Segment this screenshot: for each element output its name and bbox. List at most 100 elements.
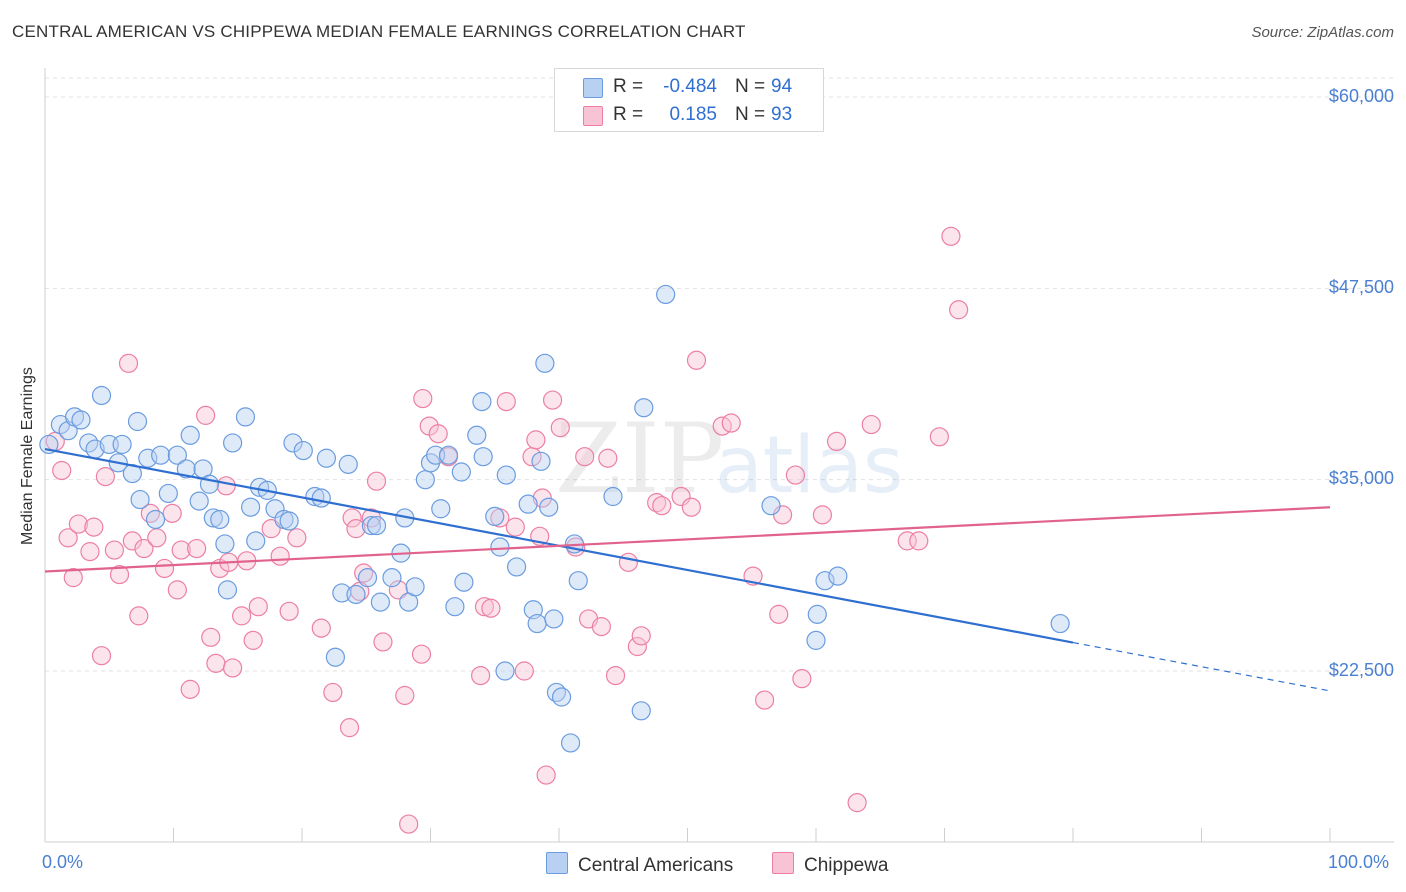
bottom-legend-swatch-pink: [772, 852, 794, 874]
central-american-point: [438, 445, 459, 465]
central-american-point: [815, 571, 835, 591]
central-american-point: [473, 447, 493, 467]
central-american-point: [431, 499, 451, 519]
chippewa-point: [171, 540, 191, 560]
central-american-point: [293, 440, 313, 461]
chippewa-point: [129, 606, 149, 626]
central-american-point: [130, 489, 150, 510]
bottom-legend-swatch-blue: [546, 852, 568, 874]
chippewa-point: [248, 597, 268, 617]
chippewa-point: [428, 424, 448, 444]
chippewa-point: [681, 497, 701, 517]
chippewa-point: [201, 627, 221, 647]
chippewa-point: [631, 626, 651, 646]
central-american-point: [127, 411, 148, 432]
y-axis-title: Median Female Earnings: [19, 367, 36, 545]
central-american-point: [761, 496, 781, 516]
chippewa-point: [104, 540, 124, 560]
chippewa-point: [754, 690, 775, 710]
chippewa-point: [550, 418, 570, 438]
chippewa-point: [861, 414, 881, 435]
legend-n-value: 93: [771, 104, 793, 125]
central-american-point: [180, 425, 200, 445]
chippewa-point: [118, 353, 139, 373]
central-american-point: [490, 537, 510, 557]
chippewa-point: [339, 718, 360, 738]
central-american-point: [506, 557, 527, 577]
chippewa-point: [514, 661, 534, 681]
chippewa-point: [68, 514, 89, 534]
chippewa-point: [366, 471, 387, 491]
central-american-point: [311, 488, 331, 508]
chippewa-point: [223, 658, 243, 678]
source-credit: Source: ZipAtlas.com: [1251, 24, 1394, 41]
chippewa-point: [909, 531, 929, 551]
chippewa-point: [162, 503, 182, 523]
chippewa-point: [627, 636, 647, 657]
chippewa-point: [721, 413, 741, 433]
chippewa-point: [180, 679, 200, 699]
x-min-label: 0.0%: [42, 852, 84, 872]
chippewa-point: [63, 568, 83, 588]
chippewa-point: [542, 390, 563, 410]
chippewa-point: [897, 531, 917, 551]
chippewa-point: [287, 528, 307, 548]
chippewa-point: [618, 552, 638, 572]
central-american-point: [366, 515, 387, 536]
chippewa-point: [323, 682, 343, 703]
chippewa-point: [109, 564, 130, 585]
chippewa-point: [52, 460, 72, 481]
chippewa-point: [167, 580, 187, 600]
central-american-point: [544, 609, 564, 629]
chippewa-point: [395, 685, 415, 706]
correlation-legend: R = -0.484 N = 94 R = 0.185 N = 93: [554, 68, 824, 132]
chippewa-point: [122, 531, 142, 551]
central-american-point: [472, 392, 492, 412]
chippewa-point: [134, 538, 154, 559]
chippewa-point: [216, 476, 236, 496]
central-american-point: [828, 566, 848, 586]
chippewa-point: [847, 793, 867, 813]
x-max-label: 100.0%: [1328, 852, 1390, 872]
chippewa-point: [399, 814, 419, 834]
bottom-legend-chippewa: Chippewa: [772, 852, 889, 877]
central-american-point: [631, 701, 651, 721]
chippewa-point: [388, 580, 408, 600]
chippewa-point: [591, 617, 612, 637]
central-american-point: [316, 448, 337, 468]
chippewa-point: [575, 447, 595, 467]
chippewa-trend-line: [44, 506, 1331, 573]
central-american-point: [370, 592, 390, 612]
chippewa-point: [785, 465, 806, 485]
central-american-point: [656, 284, 676, 305]
legend-n-label: N =: [735, 76, 766, 97]
chippewa-point: [496, 392, 516, 412]
chippewa-point: [471, 665, 491, 686]
chippewa-point: [196, 405, 216, 425]
central-american-point: [357, 568, 378, 588]
chippewa-point: [311, 618, 331, 638]
central-american-point: [325, 647, 346, 667]
chippewa-point: [187, 538, 207, 559]
legend-n-label: N =: [735, 104, 766, 125]
chart-title: CENTRAL AMERICAN VS CHIPPEWA MEDIAN FEMA…: [12, 22, 746, 41]
chippewa-point: [605, 665, 626, 686]
bottom-legend-label: Chippewa: [804, 855, 889, 876]
chippewa-point: [929, 427, 949, 447]
central-american-point: [189, 491, 209, 511]
chippewa-point: [413, 388, 433, 409]
central-american-point: [405, 577, 425, 597]
legend-row-chippewa: R = 0.185 N = 93: [555, 101, 823, 129]
central-american-point: [551, 687, 572, 707]
watermark-zip: ZIP: [555, 403, 724, 515]
central-american-point: [151, 445, 171, 465]
chippewa-point: [342, 508, 362, 528]
chippewa-point: [826, 431, 847, 451]
chippewa-point: [91, 646, 112, 666]
central-american-point: [518, 494, 538, 514]
chippewa-point: [812, 505, 833, 525]
central-american-point: [467, 425, 487, 445]
central-american-point: [603, 486, 623, 507]
central-american-point: [382, 568, 402, 588]
chippewa-point: [792, 669, 812, 689]
